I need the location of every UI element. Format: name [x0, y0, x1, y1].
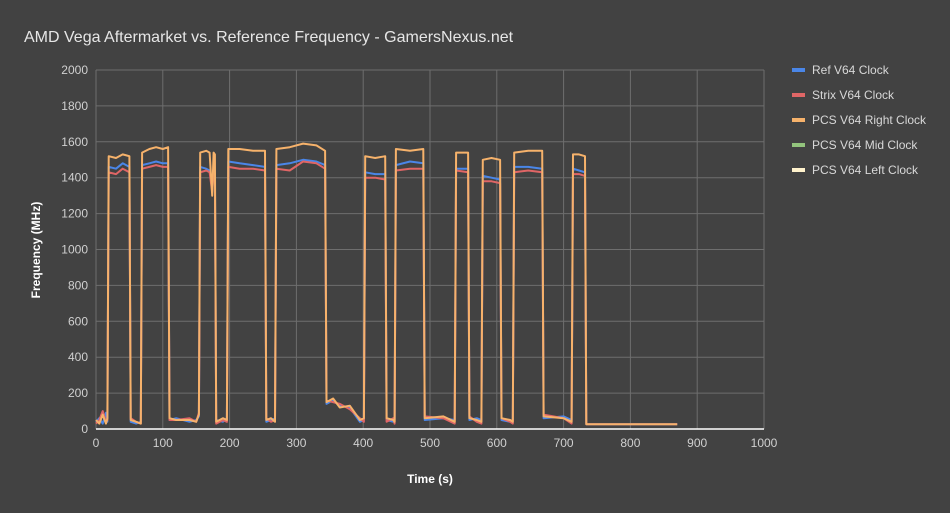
legend-label: PCS V64 Right Clock	[812, 113, 927, 127]
grid	[95, 69, 765, 430]
legend-swatch	[792, 118, 805, 122]
x-tick-label: 800	[620, 436, 640, 450]
x-tick-label: 0	[93, 436, 100, 450]
legend-item[interactable]: PCS V64 Mid Clock	[792, 138, 918, 152]
x-tick-labels: 0 100 200 300 400 500 600 700 800 900 1000	[93, 436, 778, 450]
y-tick-label: 1000	[61, 243, 88, 257]
legend-item[interactable]: Strix V64 Clock	[792, 88, 895, 102]
legend: Ref V64 Clock Strix V64 Clock PCS V64 Righ…	[792, 63, 927, 177]
legend-item[interactable]: Ref V64 Clock	[792, 63, 890, 77]
x-tick-label: 500	[420, 436, 440, 450]
y-tick-label: 2000	[61, 63, 88, 77]
y-tick-label: 400	[68, 350, 88, 364]
legend-label: Strix V64 Clock	[812, 88, 895, 102]
y-tick-label: 1400	[61, 171, 88, 185]
x-tick-label: 300	[286, 436, 306, 450]
x-tick-label: 600	[487, 436, 507, 450]
y-tick-label: 800	[68, 278, 88, 292]
y-axis-title: Frequency (MHz)	[29, 202, 43, 299]
x-tick-label: 900	[687, 436, 707, 450]
x-tick-label: 100	[153, 436, 173, 450]
x-tick-label: 1000	[751, 436, 778, 450]
y-tick-label: 600	[68, 314, 88, 328]
legend-item[interactable]: PCS V64 Left Clock	[792, 163, 919, 177]
y-tick-label: 1200	[61, 207, 88, 221]
chart-title: AMD Vega Aftermarket vs. Reference Frequ…	[24, 29, 514, 46]
series-lines	[95, 142, 678, 426]
series-line-1	[95, 158, 678, 426]
y-tick-labels: 0 200 400 600 800 1000 1200 1400 1600 1800 2000	[61, 63, 88, 436]
y-tick-label: 200	[68, 386, 88, 400]
series-line-3	[95, 142, 678, 426]
legend-swatch	[792, 168, 805, 172]
legend-label: Ref V64 Clock	[812, 63, 890, 77]
x-tick-label: 400	[353, 436, 373, 450]
y-tick-label: 0	[81, 422, 88, 436]
y-tick-label: 1800	[61, 99, 88, 113]
legend-label: PCS V64 Left Clock	[812, 163, 919, 177]
legend-swatch	[792, 68, 805, 72]
legend-label: PCS V64 Mid Clock	[812, 138, 918, 152]
x-tick-label: 700	[554, 436, 574, 450]
x-axis-title: Time (s)	[407, 472, 453, 486]
y-tick-label: 1600	[61, 135, 88, 149]
legend-swatch	[792, 143, 805, 147]
legend-item[interactable]: PCS V64 Right Clock	[792, 113, 927, 127]
legend-swatch	[792, 93, 805, 97]
x-tick-label: 200	[220, 436, 240, 450]
